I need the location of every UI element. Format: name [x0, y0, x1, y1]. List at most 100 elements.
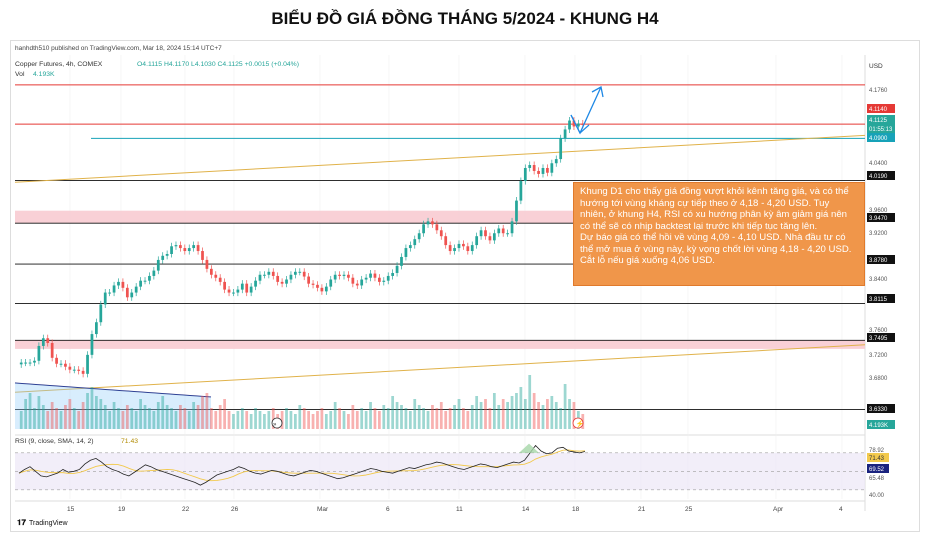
volume-bar — [68, 399, 72, 429]
volume-bar — [554, 402, 558, 429]
time-tick-label: Apr — [773, 506, 784, 513]
candle-body — [386, 275, 390, 281]
candle-body — [413, 239, 417, 246]
event-marker-icon[interactable] — [271, 417, 283, 429]
volume-bar — [165, 405, 169, 429]
volume-bar — [448, 408, 452, 429]
time-tick-label: 15 — [67, 506, 75, 513]
volume-bar — [395, 402, 399, 429]
price-label: 3.9470 — [869, 216, 888, 222]
price-label: 4.1760 — [869, 88, 888, 94]
pullback-arrow — [570, 114, 590, 134]
volume-bar — [108, 411, 112, 429]
resistance-zone — [15, 340, 865, 349]
candle-body — [479, 230, 483, 237]
candle-body — [342, 274, 346, 276]
volume-bar — [249, 414, 253, 429]
rsi-axis-label: 40.00 — [869, 493, 885, 499]
candle-body — [19, 362, 23, 365]
candle-body — [581, 123, 585, 125]
volume-bar — [99, 399, 103, 429]
candle-body — [462, 243, 465, 247]
candle-body — [280, 281, 284, 284]
price-label: 01:55:13 — [869, 127, 893, 133]
volume-bar — [550, 396, 554, 429]
volume-bar — [46, 411, 50, 429]
analysis-paragraph-1: Khung D1 cho thấy giá đồng vượt khỏi kên… — [580, 186, 849, 232]
candle-body — [382, 280, 386, 282]
price-chart[interactable]: 4.1760 4.1140 4.1125 01:55:13 4.0900 4.0400 4.… — [11, 41, 919, 531]
time-tick-label: 4 — [839, 506, 843, 513]
time-tick-label: 11 — [456, 506, 463, 513]
volume-bar — [227, 411, 231, 429]
volume-bar — [355, 411, 359, 429]
candle-body — [563, 129, 567, 139]
time-tick-label: 21 — [638, 506, 646, 513]
event-marker-arrows-icon: » — [273, 422, 277, 428]
volume-bar — [324, 414, 328, 429]
price-label: 3.9200 — [869, 231, 888, 237]
candle-body — [125, 287, 129, 298]
candle-body — [271, 271, 275, 276]
price-label: 3.7495 — [869, 336, 888, 342]
analysis-paragraph-2: Dự báo giá có thể hồi về vùng 4,09 - 4,1… — [580, 232, 852, 266]
volume-bar — [466, 411, 470, 429]
candle-body — [378, 277, 381, 282]
candle-body — [130, 292, 134, 298]
candle-body — [99, 304, 103, 323]
volume-bar — [532, 393, 536, 429]
volume-bar — [289, 411, 293, 429]
volume-value: 4.193K — [33, 71, 55, 78]
currency-label[interactable]: USD — [869, 63, 883, 70]
candle-body — [209, 268, 213, 275]
lightning-event-icon[interactable] — [572, 417, 584, 429]
arrow-head-icon — [591, 85, 604, 98]
candle-body — [515, 200, 518, 222]
volume-bar — [117, 408, 120, 429]
volume-bar — [333, 402, 337, 429]
candle-body — [364, 277, 368, 280]
volume-bar — [72, 408, 76, 429]
volume-bar — [426, 411, 430, 429]
candle-body — [267, 271, 271, 275]
rsi-overbought-fill — [519, 443, 539, 453]
volume-bar — [492, 393, 496, 429]
volume-bar — [33, 408, 36, 429]
candle-body — [355, 283, 359, 286]
volume-bar — [329, 411, 333, 429]
candle-body — [152, 270, 156, 276]
volume-bar — [59, 411, 63, 429]
volume-bar — [316, 411, 319, 429]
volume-bar — [41, 405, 45, 429]
candle-body — [537, 170, 540, 174]
candle-body — [475, 236, 479, 246]
price-tag — [867, 294, 895, 303]
candle-body — [576, 123, 580, 127]
candles-layer — [19, 116, 585, 378]
volume-bar — [342, 411, 346, 429]
price-tag — [867, 104, 895, 113]
candle-body — [572, 120, 576, 127]
time-tick-label: 14 — [522, 506, 530, 513]
volume-bar — [201, 396, 204, 429]
candle-body — [77, 369, 81, 371]
volume-bar — [307, 411, 311, 429]
volume-bar — [130, 408, 134, 429]
chart-frame[interactable]: 4.1760 4.1140 4.1125 01:55:13 4.0900 4.0400 4.… — [10, 40, 920, 532]
volume-bar — [134, 411, 138, 429]
channel-lower-trendline — [14, 344, 866, 393]
volume-bar — [152, 411, 156, 429]
price-tag — [867, 255, 895, 264]
rsi-axis-label: 69.52 — [869, 467, 885, 473]
candle-body — [249, 286, 253, 293]
volume-bar — [515, 393, 518, 429]
volume-bar — [218, 405, 222, 429]
candle-body — [466, 246, 470, 252]
time-tick-label: 18 — [572, 506, 580, 513]
price-label: 3.8400 — [869, 277, 888, 283]
candle-body — [245, 283, 249, 293]
volume-bar — [523, 399, 527, 429]
volume-bar — [364, 411, 368, 429]
volume-bar — [360, 408, 364, 429]
volume-bar — [378, 411, 381, 429]
